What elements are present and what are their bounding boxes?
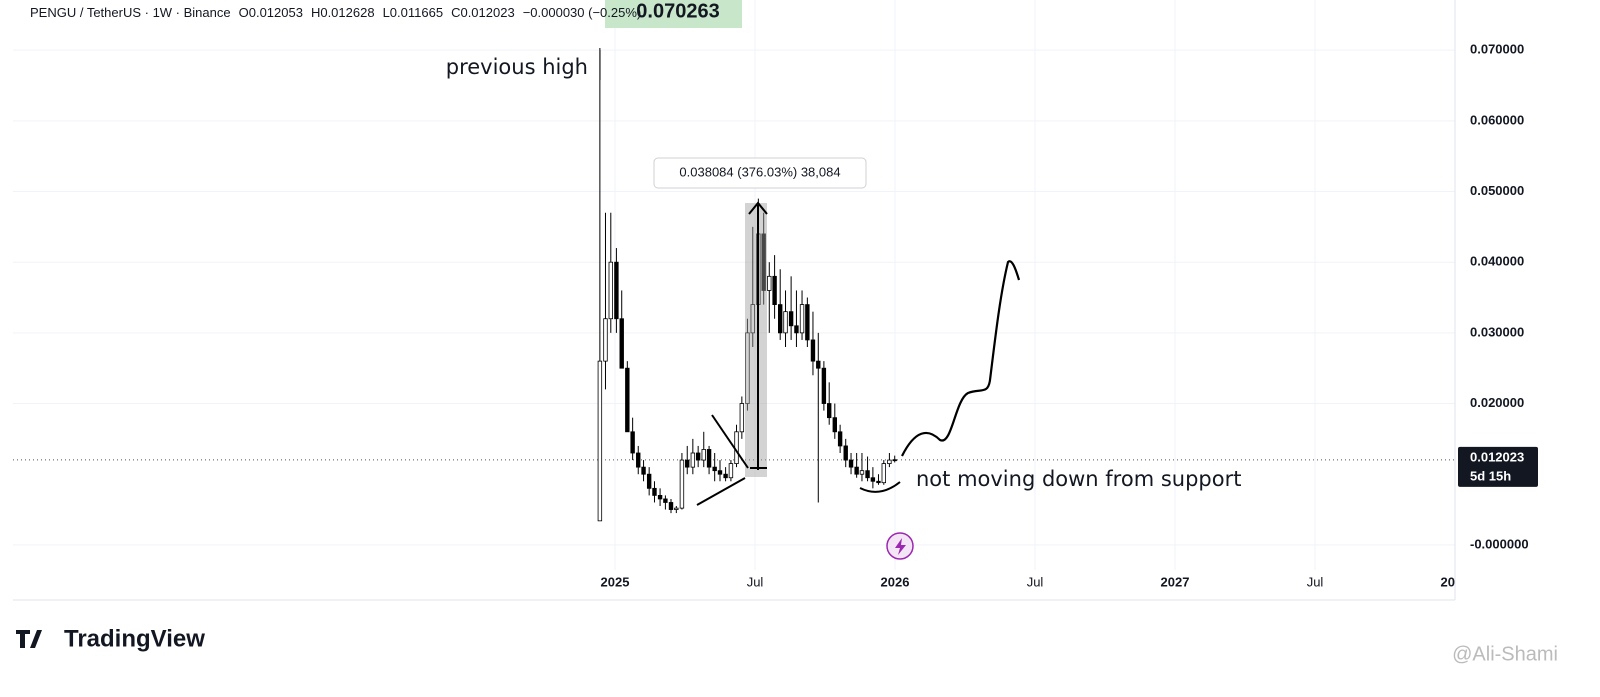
x-tick-label: 2025 <box>601 574 630 589</box>
candle-body <box>657 495 663 500</box>
candle-body <box>887 459 892 465</box>
countdown: 5d 15h <box>1470 468 1511 483</box>
candle-body <box>668 502 674 510</box>
event-icon-bolt <box>895 538 906 555</box>
y-tick-label: 0.030000 <box>1470 324 1524 339</box>
candle-body <box>827 403 832 419</box>
candle-body <box>837 431 843 447</box>
y-tick-label: 0.070000 <box>1470 42 1524 57</box>
candle-body <box>810 339 816 362</box>
triangle-lower <box>696 477 746 506</box>
projection-curve <box>901 260 1021 457</box>
triangle-upper <box>711 414 749 469</box>
ohlc-value: H0.012628 <box>311 5 375 20</box>
candle-body <box>652 487 657 496</box>
candle-body <box>778 304 783 334</box>
candle-body <box>788 311 794 327</box>
price-axis: -0.000000 0.020000 0.030000 0.040000 0.05000… <box>1455 0 1600 600</box>
candle-body <box>876 480 881 484</box>
y-tick-label: 0.040000 <box>1470 254 1524 269</box>
y-tick-label: 0.060000 <box>1470 112 1524 127</box>
x-tick-label: Jul <box>1027 574 1044 589</box>
candle-body <box>597 360 603 522</box>
y-tick-label: 0.050000 <box>1470 183 1524 198</box>
candle-body <box>870 477 876 482</box>
candle-body <box>641 466 646 475</box>
candle-body <box>881 463 886 484</box>
support-arc <box>859 481 901 493</box>
candle-body <box>636 452 641 468</box>
candle-body <box>619 318 624 369</box>
x-tick-label: Jul <box>747 574 764 589</box>
symbol: PENGU / TetherUS · 1W · Binance <box>30 5 231 20</box>
ohlc-value: −0.000030 (−0.25%) <box>523 5 642 20</box>
price-label-box <box>1458 446 1538 487</box>
candle-body <box>663 498 668 503</box>
candle-body <box>767 275 772 291</box>
candle-body <box>783 311 788 334</box>
candle-body <box>892 459 897 462</box>
candle-body <box>805 304 810 341</box>
candle-body <box>603 318 608 362</box>
candle-body <box>690 452 696 468</box>
y-tick-label: 0.020000 <box>1470 395 1524 410</box>
candle-body <box>848 459 854 468</box>
measure-label: 0.038084 (376.03%) 38,084 <box>679 164 840 179</box>
measure-box <box>745 203 767 477</box>
high-label-box <box>605 0 742 28</box>
brand: TradingView <box>64 625 205 652</box>
candle-body <box>625 367 630 433</box>
candle-body <box>859 470 865 475</box>
candle-body <box>854 466 859 475</box>
candle-body <box>685 459 690 468</box>
candle-body <box>865 470 870 479</box>
candle-body <box>843 445 848 461</box>
measure-tooltip <box>653 157 867 189</box>
candle-body <box>799 304 805 334</box>
candle-body <box>821 367 827 404</box>
measure-arrowhead <box>748 201 768 215</box>
candle-body <box>832 417 837 433</box>
candle-body <box>646 473 652 489</box>
candle-body <box>739 403 745 433</box>
high-label: 0.070263 <box>636 0 719 22</box>
candle-body <box>614 261 619 320</box>
candle-body <box>679 459 685 509</box>
ohlc-value: L0.011665 <box>383 5 444 20</box>
candle-body <box>750 304 755 334</box>
candle-body <box>723 473 728 479</box>
candle-body <box>712 466 717 472</box>
candle-body <box>674 507 679 510</box>
candle-body <box>695 452 701 461</box>
x-tick-label: 2026 <box>881 574 910 589</box>
candle-body <box>608 261 613 320</box>
legend: PENGU / TetherUS · 1W · Binance O0.012053… <box>30 5 641 20</box>
brand-logo <box>16 630 42 648</box>
candle-body <box>816 360 821 369</box>
candle-body <box>745 332 750 404</box>
grid: 2025Jul2026Jul2027Jul2028 <box>13 0 1469 589</box>
annotation: not moving down from support <box>916 467 1241 491</box>
candle-body <box>794 325 799 334</box>
ohlc-value: O0.012053 <box>239 5 303 20</box>
candle-body <box>717 470 723 475</box>
candle-body <box>772 275 777 305</box>
x-tick-label: Jul <box>1307 574 1324 589</box>
price-label: 0.012023 <box>1470 449 1524 464</box>
annotation: previous high <box>446 55 588 79</box>
x-tick-label: 2027 <box>1161 574 1190 589</box>
candle-body <box>701 449 706 461</box>
candle-body <box>630 431 635 454</box>
axis-panel <box>1455 0 1600 600</box>
candles <box>597 48 897 522</box>
candle-body <box>761 233 766 291</box>
watermark: @Ali-Shami <box>1452 643 1558 665</box>
candle-body <box>728 463 734 479</box>
ohlc-value: C0.012023 <box>451 5 515 20</box>
plot-area <box>13 0 1455 600</box>
candle-body <box>706 449 712 468</box>
y-tick-label: -0.000000 <box>1470 536 1529 551</box>
